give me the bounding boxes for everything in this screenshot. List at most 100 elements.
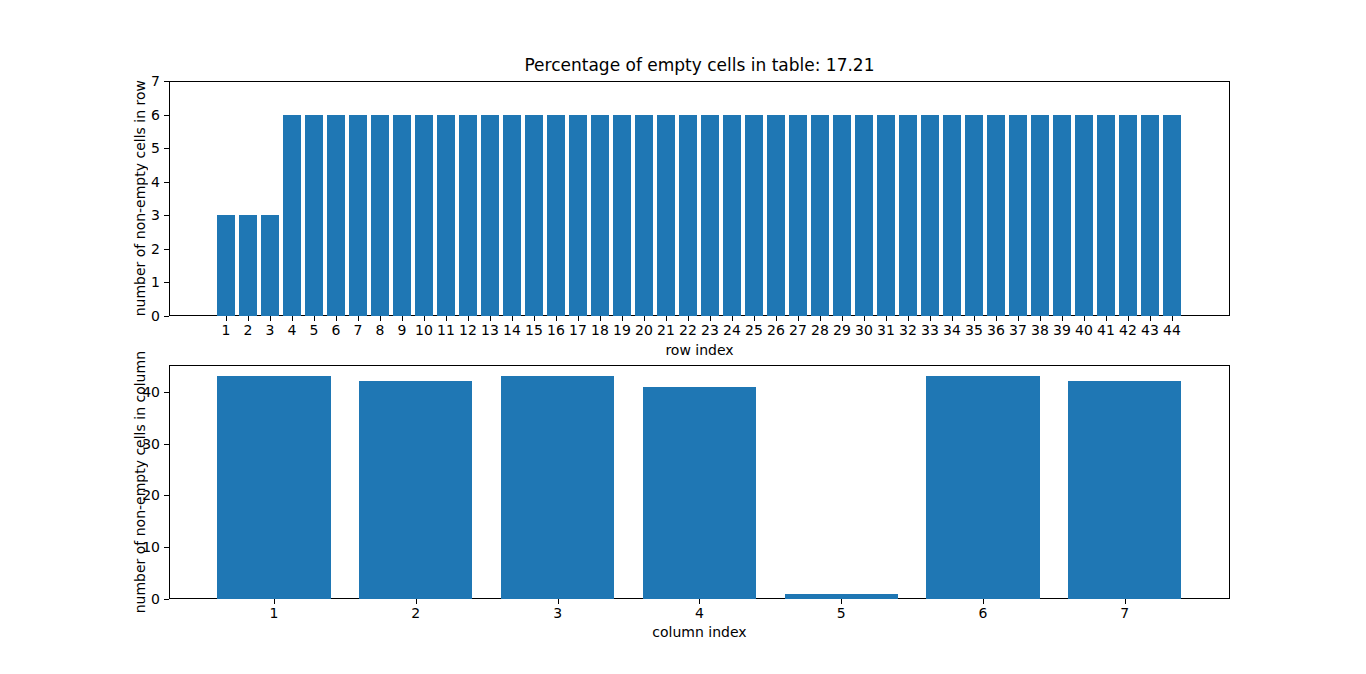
- bar: [1031, 115, 1049, 316]
- x-tick: [996, 316, 997, 321]
- y-tick: [164, 215, 169, 216]
- x-tick: [841, 599, 842, 604]
- matplotlib-figure: Percentage of empty cells in table: 17.2…: [0, 0, 1366, 674]
- bar: [525, 115, 543, 316]
- bar: [899, 115, 917, 316]
- x-tick-label: 2: [394, 606, 438, 621]
- bar: [239, 215, 257, 316]
- bar: [1053, 115, 1071, 316]
- bar: [217, 376, 330, 599]
- bar: [283, 115, 301, 316]
- bar: [1068, 381, 1181, 599]
- x-tick: [446, 316, 447, 321]
- y-tick-label: 1: [116, 274, 160, 290]
- x-tick: [1128, 316, 1129, 321]
- y-tick-label: 3: [116, 207, 160, 223]
- x-tick: [578, 316, 579, 321]
- x-tick-label: 6: [961, 606, 1005, 621]
- x-tick: [490, 316, 491, 321]
- x-tick: [1106, 316, 1107, 321]
- x-tick: [820, 316, 821, 321]
- x-tick: [983, 599, 984, 604]
- bar: [789, 115, 807, 316]
- bar: [459, 115, 477, 316]
- bar: [965, 115, 983, 316]
- y-tick: [164, 115, 169, 116]
- bar: [217, 215, 235, 316]
- x-tick: [798, 316, 799, 321]
- x-tick: [248, 316, 249, 321]
- x-tick-label: 3: [536, 606, 580, 621]
- x-tick: [358, 316, 359, 321]
- y-tick-label: 40: [116, 384, 160, 400]
- x-tick: [710, 316, 711, 321]
- y-tick: [164, 249, 169, 250]
- y-tick-label: 5: [116, 140, 160, 156]
- column-chart-ylabel-box: number of non-empty cells in column: [128, 365, 152, 599]
- x-tick: [699, 599, 700, 604]
- bar: [305, 115, 323, 316]
- y-tick-label: 4: [116, 174, 160, 190]
- x-tick: [886, 316, 887, 321]
- y-tick: [164, 495, 169, 496]
- x-tick: [864, 316, 865, 321]
- y-tick: [164, 444, 169, 445]
- x-tick: [270, 316, 271, 321]
- x-tick: [292, 316, 293, 321]
- x-tick: [776, 316, 777, 321]
- bar: [569, 115, 587, 316]
- bar: [745, 115, 763, 316]
- x-tick: [688, 316, 689, 321]
- y-tick-label: 7: [116, 73, 160, 89]
- bar: [877, 115, 895, 316]
- x-tick: [1125, 599, 1126, 604]
- x-tick: [424, 316, 425, 321]
- y-tick: [164, 81, 169, 82]
- bar: [481, 115, 499, 316]
- x-tick: [732, 316, 733, 321]
- x-tick: [952, 316, 953, 321]
- y-tick-label: 30: [116, 436, 160, 452]
- x-tick: [1084, 316, 1085, 321]
- y-tick: [164, 547, 169, 548]
- x-tick: [556, 316, 557, 321]
- x-tick-label: 7: [1103, 606, 1147, 621]
- bar: [349, 115, 367, 316]
- x-tick: [754, 316, 755, 321]
- x-tick: [380, 316, 381, 321]
- bar: [921, 115, 939, 316]
- y-tick-label: 10: [116, 539, 160, 555]
- x-tick: [974, 316, 975, 321]
- y-tick: [164, 148, 169, 149]
- x-tick: [1040, 316, 1041, 321]
- x-tick: [1018, 316, 1019, 321]
- y-tick-label: 6: [116, 107, 160, 123]
- y-tick: [164, 316, 169, 317]
- row-chart-title: Percentage of empty cells in table: 17.2…: [169, 56, 1230, 75]
- y-tick-label: 0: [116, 308, 160, 324]
- bar: [415, 115, 433, 316]
- bar: [635, 115, 653, 316]
- x-tick: [226, 316, 227, 321]
- y-tick: [164, 182, 169, 183]
- x-tick: [600, 316, 601, 321]
- x-tick-label: 44: [1150, 323, 1194, 338]
- x-tick: [468, 316, 469, 321]
- bar: [1163, 115, 1181, 316]
- x-tick: [1062, 316, 1063, 321]
- x-tick: [1172, 316, 1173, 321]
- x-tick: [336, 316, 337, 321]
- bar: [547, 115, 565, 316]
- bar: [943, 115, 961, 316]
- x-tick-label: 4: [677, 606, 721, 621]
- bar: [855, 115, 873, 316]
- x-tick: [644, 316, 645, 321]
- x-tick: [416, 599, 417, 604]
- bar: [1009, 115, 1027, 316]
- bar: [591, 115, 609, 316]
- y-tick-label: 20: [116, 487, 160, 503]
- y-tick-label: 2: [116, 241, 160, 257]
- x-tick-label: 5: [819, 606, 863, 621]
- x-tick: [402, 316, 403, 321]
- bar: [1141, 115, 1159, 316]
